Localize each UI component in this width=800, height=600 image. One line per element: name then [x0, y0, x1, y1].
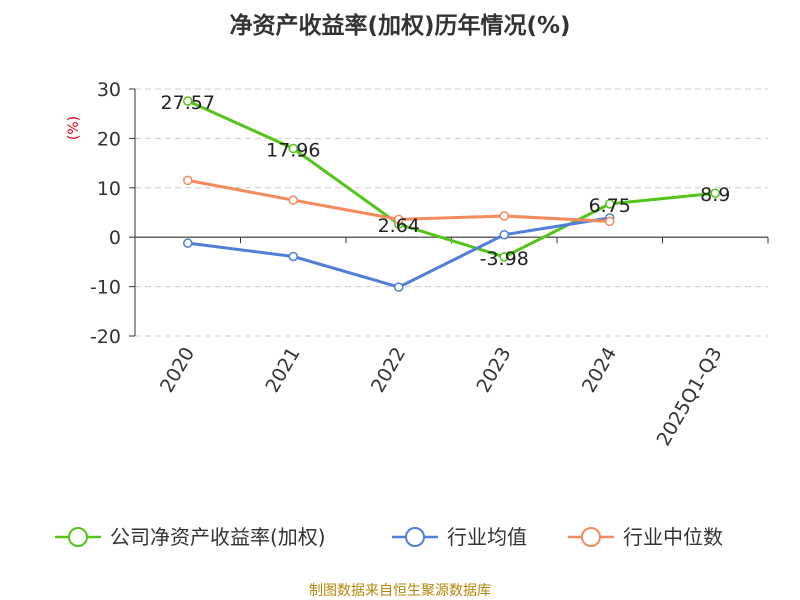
legend-item: 公司净资产收益率(加权): [55, 525, 326, 549]
legend-label: 公司净资产收益率(加权): [110, 525, 326, 549]
data-point: [394, 282, 404, 292]
source-note: 制图数据来自恒生聚源数据库: [309, 583, 491, 599]
data-label: 6.75: [589, 195, 631, 217]
legend-marker: [405, 527, 425, 547]
y-tick-label: -20: [90, 326, 121, 348]
x-tick-label: 2025Q1-Q3: [653, 344, 727, 450]
axis-layer: 30 20 10 0 -10 -20 2020 2021 2022 2023 2024 2025Q1-…: [90, 79, 769, 450]
legend-label: 行业均值: [447, 525, 527, 549]
data-point: [288, 195, 298, 205]
y-tick-label: -10: [90, 277, 121, 299]
series-group: [183, 175, 615, 227]
legend-item: 行业均值: [392, 525, 527, 549]
data-point: [183, 175, 193, 186]
data-point: [499, 229, 509, 240]
x-tick-label: 2021: [261, 344, 304, 397]
y-tick-label: 10: [97, 178, 121, 200]
legend: 公司净资产收益率(加权) 行业均值 行业中位数: [55, 525, 723, 549]
data-label: 17.96: [266, 139, 320, 161]
data-point: [605, 199, 615, 209]
legend-marker: [68, 527, 88, 547]
y-tick-label: 0: [109, 227, 121, 249]
data-label: 8.9: [700, 184, 730, 206]
x-tick-label: 2020: [156, 344, 199, 397]
legend-item: 行业中位数: [568, 525, 723, 549]
legend-marker: [581, 527, 601, 547]
series-line: [187, 99, 716, 259]
data-point: [499, 211, 509, 221]
x-tick-label: 2022: [367, 344, 410, 397]
data-label: 2.64: [378, 215, 420, 237]
data-label: -3.98: [480, 248, 529, 270]
y-tick-label: 30: [97, 79, 121, 101]
data-point: [288, 251, 298, 262]
y-tick-label: 20: [97, 128, 121, 150]
series-layer: [183, 96, 720, 292]
y-unit-label: (%): [66, 116, 82, 140]
data-point: [710, 188, 720, 198]
data-label: 27.57: [161, 92, 215, 114]
data-point: [605, 216, 615, 227]
data-point: [394, 214, 404, 225]
data-point: [288, 143, 298, 154]
data-label-layer: 27.57 17.96 2.64 -3.98 6.75 8.9: [161, 92, 731, 270]
x-tick-label: 2023: [472, 344, 515, 397]
data-point: [183, 96, 193, 106]
data-point: [183, 238, 193, 248]
series-group: [183, 96, 720, 262]
legend-label: 行业中位数: [623, 525, 723, 549]
grid-layer: [135, 88, 768, 337]
data-point: [499, 252, 509, 262]
x-tick-label: 2024: [578, 344, 621, 397]
chart-title: 净资产收益率(加权)历年情况(%): [229, 12, 570, 39]
